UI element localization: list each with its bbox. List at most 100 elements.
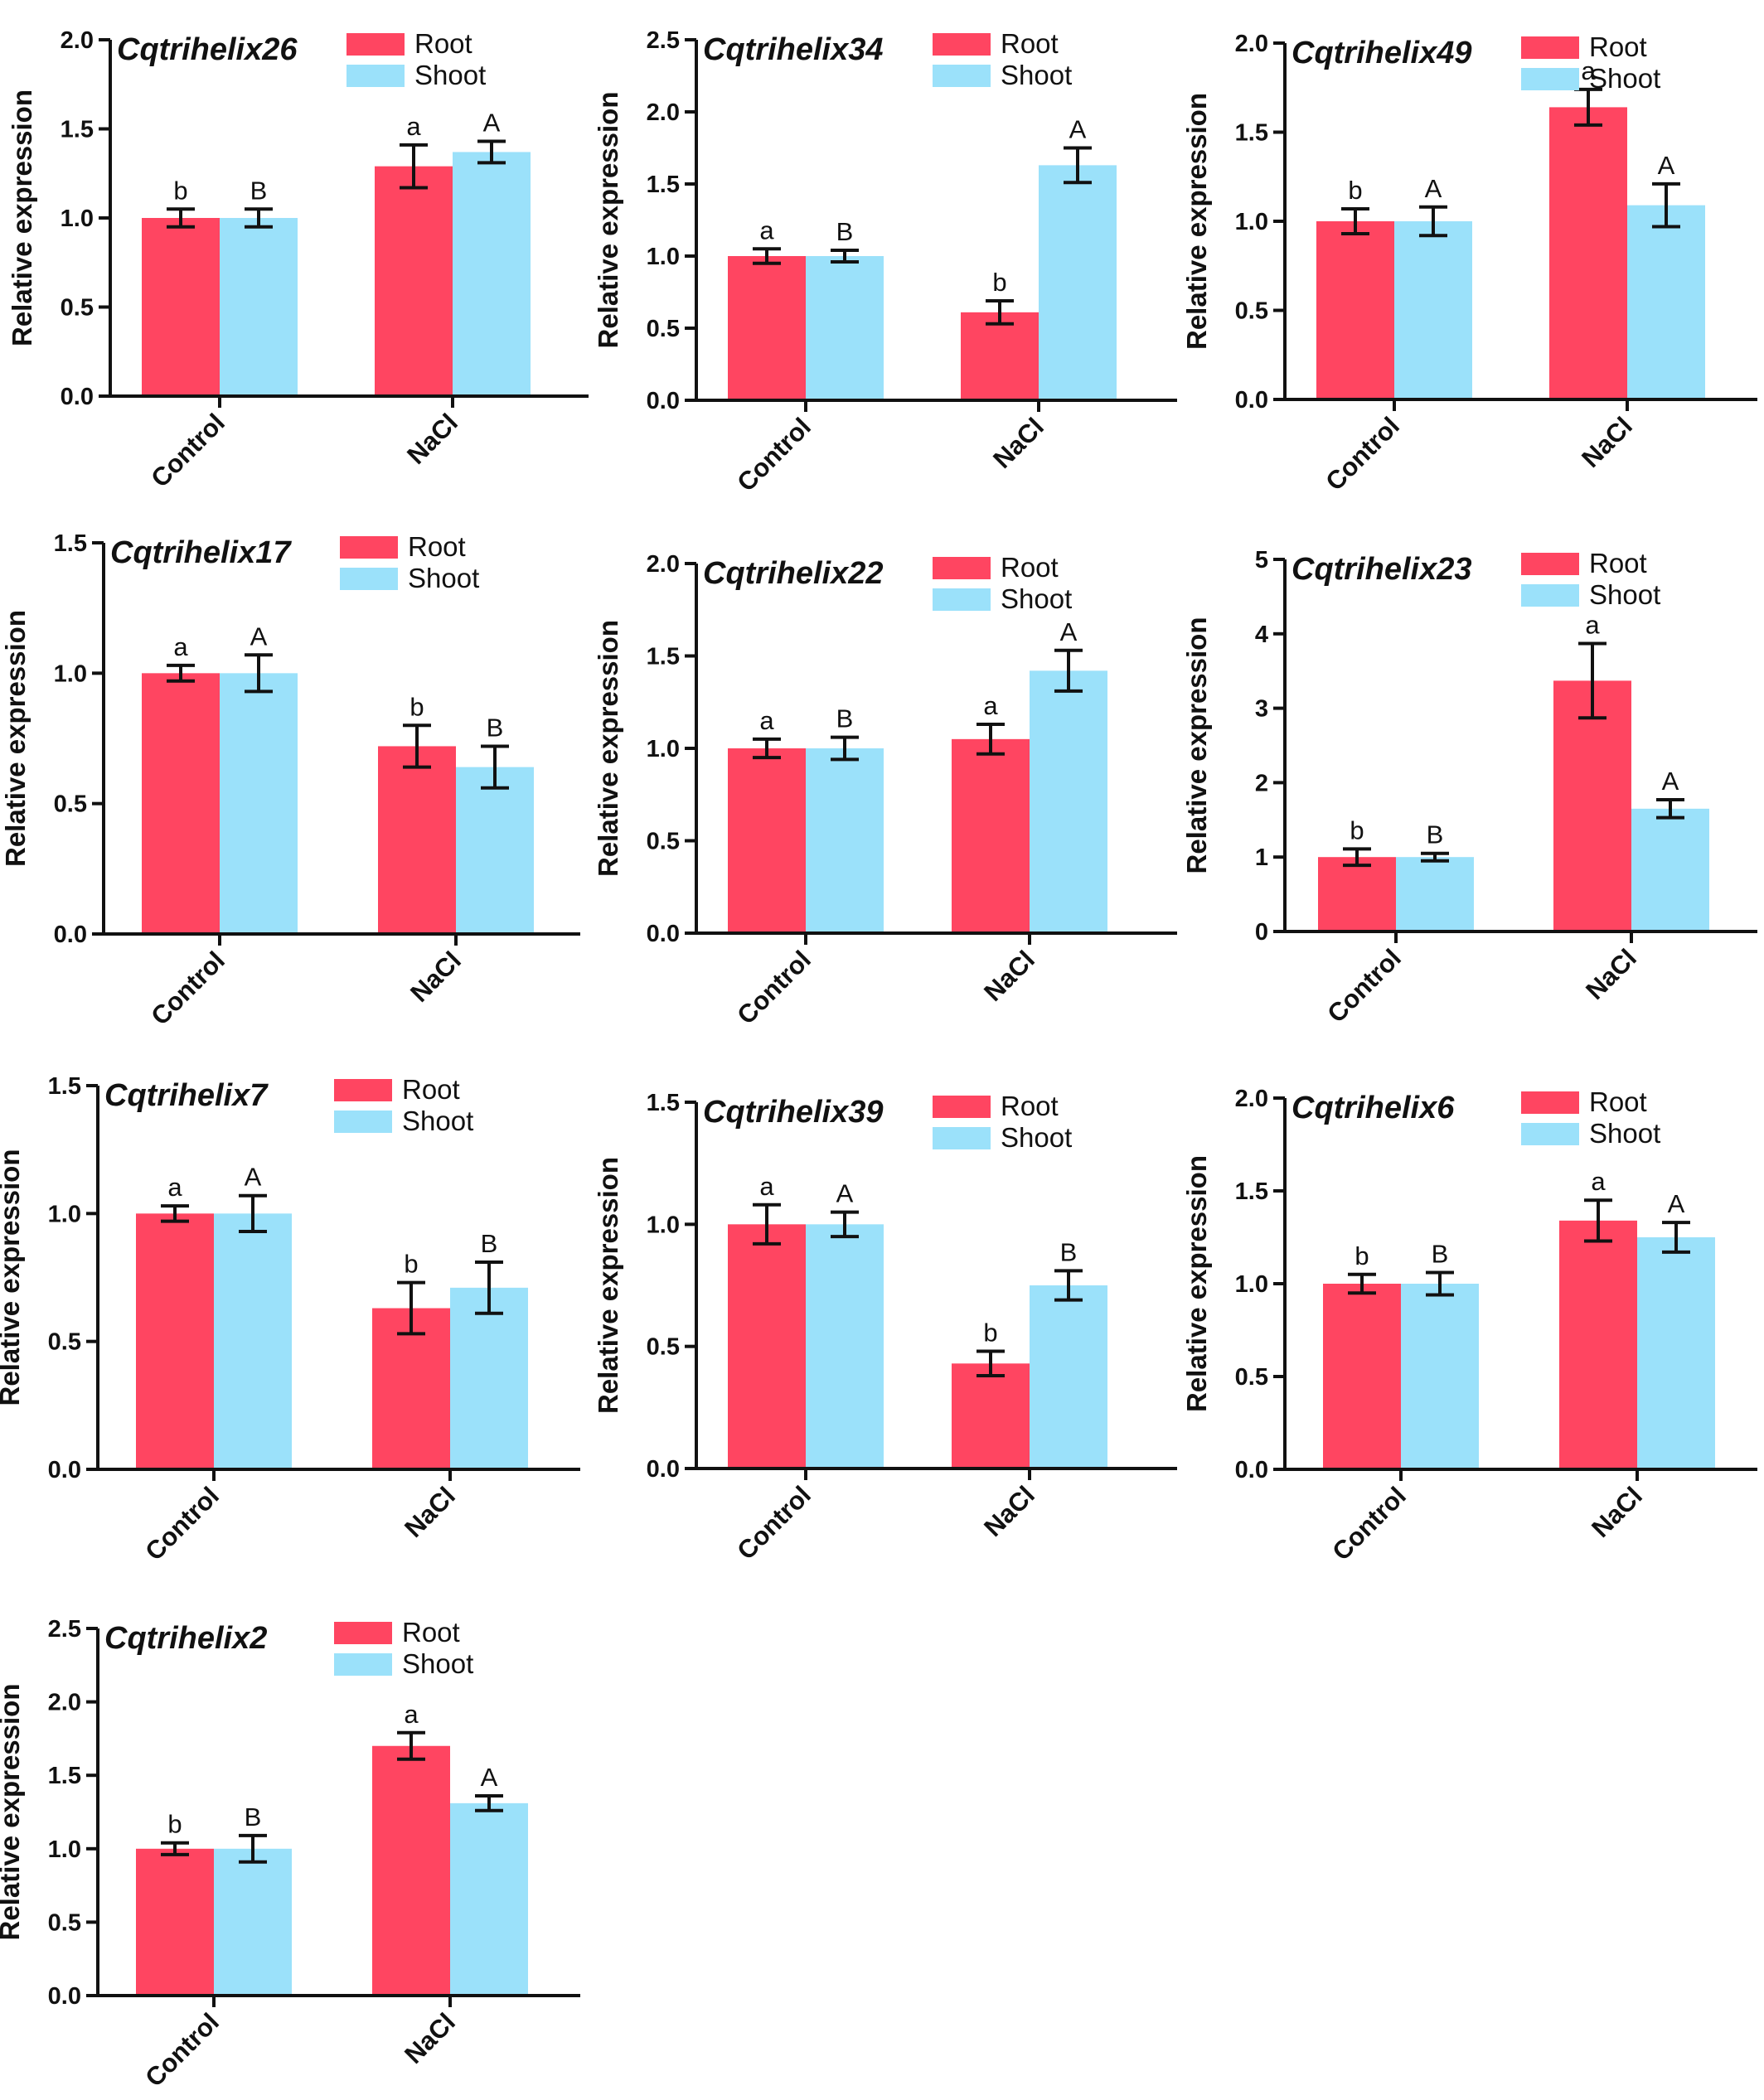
y-tick-label: 4 [1255, 622, 1268, 648]
significance-label: b [992, 268, 1006, 297]
x-tick-label: NaCl [978, 945, 1040, 1007]
bar-shoot-nacl [450, 1802, 528, 1996]
legend-label-root: Root [1589, 31, 1647, 62]
legend-label-shoot: Shoot [1589, 1118, 1660, 1149]
x-tick-label: NaCl [978, 1480, 1040, 1542]
bar-shoot-control [214, 1213, 292, 1469]
significance-label: a [759, 1172, 774, 1201]
error-bar [397, 1280, 425, 1336]
y-tick-label: 1.5 [1235, 120, 1268, 147]
error-bar [167, 207, 195, 229]
x-tick-label: Control [1326, 1481, 1412, 1566]
y-tick-label: 1.0 [647, 1212, 680, 1238]
legend-swatch-root [340, 536, 398, 559]
legend-swatch-root [933, 33, 991, 56]
bar-shoot-nacl [1030, 1285, 1107, 1469]
y-tick-label: 0.5 [647, 316, 680, 342]
legend-swatch-shoot [1521, 68, 1579, 90]
legend-label-shoot: Shoot [402, 1648, 473, 1679]
bar-root-nacl [952, 738, 1030, 933]
error-bar [239, 1193, 267, 1233]
significance-label: B [836, 217, 854, 246]
y-tick-label: 2.0 [1235, 31, 1268, 57]
legend-swatch-shoot [334, 1110, 392, 1133]
legend-label-shoot: Shoot [1001, 60, 1072, 90]
bar-root-nacl [1549, 107, 1627, 399]
significance-label: B [836, 704, 854, 733]
y-tick-label: 0.5 [61, 295, 94, 322]
error-bar [1426, 1270, 1454, 1297]
y-tick-label: 1.5 [647, 1090, 680, 1116]
error-bar [475, 1794, 503, 1812]
legend-label-root: Root [414, 28, 472, 59]
bar-shoot-control [806, 1224, 884, 1469]
significance-label: A [1060, 617, 1078, 646]
x-tick-label: NaCl [401, 408, 463, 470]
bar-root-nacl [1553, 680, 1631, 931]
y-tick-label: 2.0 [647, 551, 680, 578]
error-bar [976, 723, 1005, 756]
y-tick-label: 0.0 [1235, 387, 1268, 414]
significance-label: A [483, 109, 501, 138]
legend-swatch-shoot [1521, 1123, 1579, 1145]
x-tick-label: Control [1321, 943, 1407, 1028]
bar-root-nacl [375, 166, 453, 396]
x-tick-label: Control [1320, 411, 1405, 496]
error-bar [1656, 798, 1684, 820]
error-bar [245, 653, 273, 694]
legend-swatch-shoot [340, 568, 398, 590]
y-axis-label: Relative expression [7, 90, 37, 346]
bar-root-control [1316, 221, 1394, 399]
significance-label: a [983, 691, 998, 720]
y-tick-label: 1.0 [54, 660, 87, 687]
error-bar [753, 737, 781, 760]
y-tick-label: 2.0 [1235, 1086, 1268, 1112]
significance-label: b [1350, 815, 1364, 844]
chart-title: Cqtrihelix22 [703, 556, 884, 591]
y-tick-label: 1.5 [54, 530, 87, 557]
y-tick-label: 1.5 [48, 1763, 81, 1789]
error-bar [976, 1349, 1005, 1378]
significance-label: B [245, 1802, 262, 1831]
axes [96, 1086, 580, 1471]
significance-label: a [404, 1700, 419, 1729]
legend-swatch-shoot [346, 65, 405, 87]
legend-swatch-shoot [334, 1653, 392, 1676]
axes [96, 1628, 580, 1997]
bar-root-control [728, 1224, 806, 1469]
error-bar [831, 1210, 859, 1239]
chart-panel-Cqtrihelix34: a Bb A 0.0 0.5 1.0 1.5 2.0 2.5 Control NaCl Relativ… [593, 27, 1177, 497]
legend-label-root: Root [1001, 28, 1059, 59]
significance-label: a [759, 706, 774, 735]
legend-swatch-root [1521, 1091, 1579, 1114]
bar-root-nacl [1559, 1220, 1637, 1469]
y-tick-label: 0.0 [647, 921, 680, 947]
legend-swatch-root [346, 33, 405, 56]
legend-swatch-root [1521, 553, 1579, 575]
y-tick-label: 1.0 [647, 736, 680, 762]
bar-root-control [728, 748, 806, 933]
error-bar [1652, 181, 1680, 229]
error-bar [753, 247, 781, 265]
bar-shoot-nacl [1627, 205, 1705, 399]
significance-label: A [1658, 151, 1675, 180]
significance-label: a [759, 215, 774, 244]
chart-title: Cqtrihelix23 [1292, 552, 1472, 587]
x-tick-label: Control [145, 946, 230, 1031]
chart-panel-Cqtrihelix23: b Ba A 0 1 2 3 4 5 Control NaCl Relative expression… [1181, 547, 1757, 1028]
bar-root-control [1318, 857, 1396, 931]
y-tick-label: 0.0 [647, 1456, 680, 1483]
chart-panel-Cqtrihelix39: a Ab B 0.0 0.5 1.0 1.5 Control NaCl Relative expr… [593, 1090, 1177, 1565]
bar-root-nacl [961, 312, 1039, 400]
bar-shoot-control [1394, 221, 1472, 399]
x-tick-label: Control [731, 1480, 817, 1565]
bar-shoot-nacl [456, 767, 534, 934]
legend-label-root: Root [402, 1074, 460, 1105]
significance-label: b [173, 176, 187, 205]
y-tick-label: 1.0 [48, 1836, 81, 1863]
x-tick-label: NaCl [1580, 943, 1642, 1005]
y-axis-label: Relative expression [0, 610, 31, 867]
x-tick-label: Control [731, 412, 817, 497]
bar-shoot-nacl [450, 1287, 528, 1469]
